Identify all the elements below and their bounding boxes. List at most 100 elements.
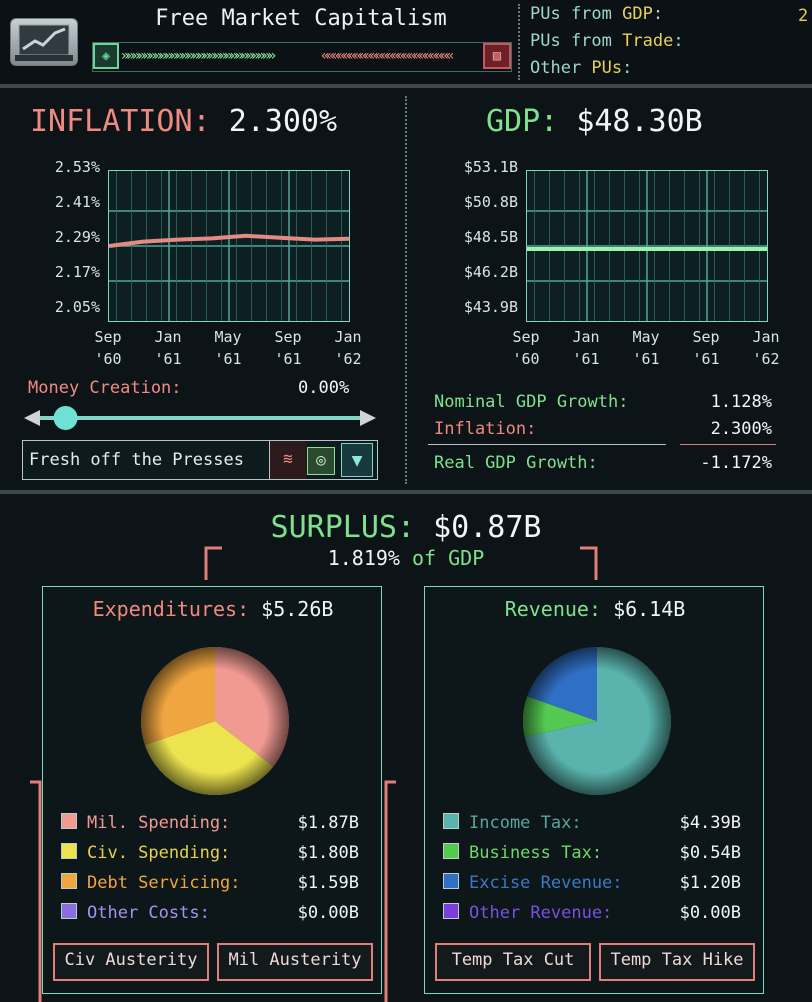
slider-left-arrow-icon[interactable] bbox=[24, 410, 40, 426]
legend-label: Debt Servicing: bbox=[87, 873, 241, 893]
inflation-y-tick: 2.41% bbox=[54, 193, 100, 211]
legend-value: $0.00B bbox=[297, 903, 359, 923]
government-slider[interactable]: ◈ »»»»»»»»»»»»»»»»»»»»»»»»»»»» «««««««««… bbox=[92, 42, 512, 72]
inflation-series-line bbox=[108, 233, 350, 248]
tick-month: Sep bbox=[512, 328, 540, 346]
cube-icon: ◈ bbox=[93, 43, 119, 69]
gdp-y-tick: $46.2B bbox=[463, 263, 518, 281]
hatched-icon: ▧ bbox=[483, 43, 511, 69]
inflation-x-tick: Jan '62 bbox=[328, 326, 368, 370]
tick-month: May bbox=[632, 328, 660, 346]
surplus-percent: 1.819% of GDP bbox=[0, 546, 812, 570]
tick-month: Sep bbox=[94, 328, 122, 346]
other-pus-label: Other PUs: bbox=[530, 58, 633, 78]
money-creation-value: 0.00% bbox=[298, 378, 350, 398]
nominal-gdp-growth-row: Nominal GDP Growth: 1.128% bbox=[434, 392, 772, 412]
revenue-legend-item: Income Tax: $4.39B bbox=[443, 813, 741, 833]
legend-label: Income Tax: bbox=[469, 813, 582, 833]
inflation-value: 2.300% bbox=[228, 104, 338, 139]
expenditures-panel: Expenditures: $5.26B Mil. Spending: $1.87… bbox=[42, 586, 382, 994]
inflation-y-tick: 2.29% bbox=[54, 228, 100, 246]
tick-year: '61 bbox=[632, 350, 660, 368]
government-laptop-icon[interactable] bbox=[10, 18, 78, 66]
presses-green-icon: ◎ bbox=[307, 447, 335, 475]
surplus-label: SURPLUS: bbox=[270, 510, 416, 545]
slider-knob[interactable] bbox=[53, 406, 78, 430]
gdp-y-tick: $53.1B bbox=[463, 158, 518, 176]
tick-year: '61 bbox=[692, 350, 720, 368]
slider-right-arrow-icon[interactable] bbox=[360, 410, 376, 426]
inflation-y-tick: 2.53% bbox=[54, 158, 100, 176]
tick-month: Jan bbox=[334, 328, 362, 346]
inflation-chart-svg bbox=[108, 171, 350, 321]
slider-track-left: »»»»»»»»»»»»»»»»»»»»»»»»»»»» bbox=[121, 48, 276, 64]
gdp-chart-svg bbox=[527, 171, 767, 321]
gdp-heading: GDP: $48.30B bbox=[486, 104, 703, 139]
separator bbox=[0, 84, 812, 88]
expenditures-legend-item: Debt Servicing: $1.59B bbox=[61, 873, 359, 893]
expenditures-legend-item: Other Costs: $0.00B bbox=[61, 903, 359, 923]
mil-austerity-button[interactable]: Mil Austerity bbox=[217, 943, 373, 981]
legend-label: Other Costs: bbox=[87, 903, 210, 923]
legend-swatch bbox=[61, 813, 77, 829]
expenditures-legend-item: Civ. Spending: $1.80B bbox=[61, 843, 359, 863]
revenue-legend-item: Business Tax: $0.54B bbox=[443, 843, 741, 863]
surplus-value: $0.87B bbox=[433, 510, 542, 545]
pus-from-gdp-label: PUs from GDP: bbox=[530, 4, 664, 24]
tick-month: Sep bbox=[274, 328, 302, 346]
inflation-y-tick: 2.17% bbox=[54, 263, 100, 281]
tick-month: Sep bbox=[692, 328, 720, 346]
surplus-pct-value: 1.819% bbox=[327, 546, 400, 570]
legend-value: $0.54B bbox=[679, 843, 741, 863]
inflation-chart[interactable] bbox=[108, 170, 350, 322]
money-creation-label: Money Creation: bbox=[28, 378, 182, 398]
legend-value: $4.39B bbox=[679, 813, 741, 833]
legend-label: Mil. Spending: bbox=[87, 813, 231, 833]
stat-label: Inflation: bbox=[434, 419, 537, 439]
tick-year: '60 bbox=[512, 350, 540, 368]
money-creation-slider[interactable] bbox=[24, 406, 376, 430]
legend-value: $0.00B bbox=[679, 903, 741, 923]
middle-divider bbox=[405, 96, 407, 484]
preset-selector[interactable]: Fresh off the Presses ≋ ◎ ▼ bbox=[22, 440, 378, 480]
stat-value: 2.300% bbox=[710, 419, 772, 439]
legend-value: $1.87B bbox=[297, 813, 359, 833]
expenditures-pie[interactable] bbox=[135, 641, 295, 801]
revenue-title: Revenue: $6.14B bbox=[425, 597, 765, 621]
tick-year: '61 bbox=[572, 350, 600, 368]
revenue-panel: Revenue: $6.14B Income Tax: $4.39B Busines… bbox=[424, 586, 764, 994]
gdp-x-tick: Sep '60 bbox=[506, 326, 546, 370]
separator bbox=[0, 490, 812, 494]
legend-swatch bbox=[61, 873, 77, 889]
temp-tax-cut-button[interactable]: Temp Tax Cut bbox=[435, 943, 591, 981]
stat-underline-red bbox=[680, 444, 776, 445]
inflation-stat-row: Inflation: 2.300% bbox=[434, 419, 772, 439]
expenditures-value: $5.26B bbox=[261, 597, 334, 621]
gdp-x-tick: Jan '61 bbox=[566, 326, 606, 370]
tick-year: '62 bbox=[334, 350, 362, 368]
gdp-y-tick: $50.8B bbox=[463, 193, 518, 211]
tick-month: May bbox=[214, 328, 242, 346]
budget-brackets bbox=[30, 546, 598, 1002]
slider-track-right: «««««««««««««««««««««««« bbox=[321, 48, 454, 64]
tick-year: '61 bbox=[154, 350, 182, 368]
top-divider bbox=[518, 4, 520, 80]
legend-label: Business Tax: bbox=[469, 843, 603, 863]
legend-value: $1.20B bbox=[679, 873, 741, 893]
temp-tax-hike-button[interactable]: Temp Tax Hike bbox=[599, 943, 755, 981]
inflation-x-tick: Sep '61 bbox=[268, 326, 308, 370]
gdp-label: GDP: bbox=[486, 104, 559, 139]
stat-value: 1.128% bbox=[710, 392, 772, 412]
revenue-label: Revenue: bbox=[504, 597, 602, 621]
revenue-pie[interactable] bbox=[517, 641, 677, 801]
gdp-x-tick: Jan '62 bbox=[746, 326, 786, 370]
legend-swatch bbox=[61, 903, 77, 919]
stat-label: Real GDP Growth: bbox=[434, 453, 598, 473]
revenue-legend-item: Excise Revenue: $1.20B bbox=[443, 873, 741, 893]
revenue-value: $6.14B bbox=[613, 597, 686, 621]
government-title: Free Market Capitalism bbox=[155, 6, 447, 31]
dropdown-chevron-icon[interactable]: ▼ bbox=[341, 443, 373, 477]
civ-austerity-button[interactable]: Civ Austerity bbox=[53, 943, 209, 981]
stat-underline bbox=[428, 444, 666, 445]
gdp-chart[interactable] bbox=[526, 170, 768, 322]
